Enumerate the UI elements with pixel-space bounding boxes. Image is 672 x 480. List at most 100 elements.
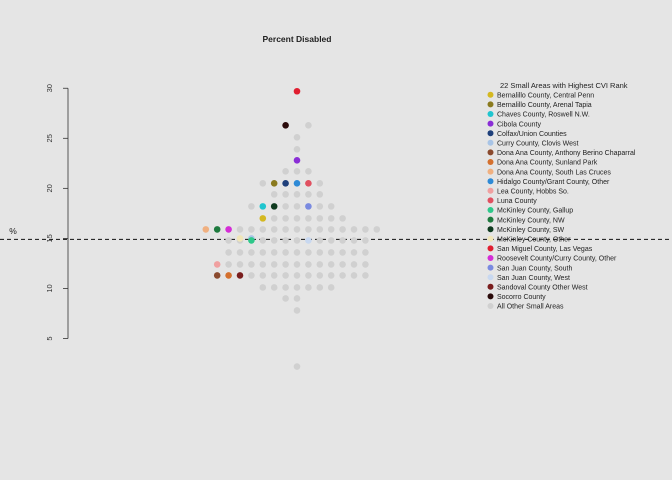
y-axis: 5 10 15 20 25 30 [45, 84, 69, 341]
data-point-other [316, 191, 324, 198]
data-point-other [316, 203, 324, 210]
data-point-other [270, 237, 278, 244]
data-point-other [327, 215, 335, 222]
data-point-highlight [213, 226, 221, 233]
legend-marker [487, 283, 494, 290]
data-point-other [316, 284, 324, 291]
legend-marker [487, 168, 494, 175]
legend-marker [487, 159, 494, 165]
y-axis-label: % [9, 226, 17, 236]
data-point-other [362, 237, 369, 244]
data-point-other [350, 226, 358, 233]
data-point-other [225, 237, 232, 244]
data-point-highlight [259, 203, 267, 210]
data-point-other [282, 261, 289, 268]
data-point-highlight [282, 180, 289, 187]
data-point-other [305, 226, 312, 233]
legend-label: Dona Ana County, South Las Cruces [497, 169, 611, 176]
data-point-other [305, 168, 312, 175]
data-point-other [282, 237, 289, 244]
y-tick-label: 20 [45, 184, 54, 192]
legend-label: Colfax/Union Counties [497, 131, 567, 138]
data-point-other [316, 180, 324, 187]
legend-label: All Other Small Areas [497, 304, 564, 311]
data-point-highlight [236, 235, 244, 242]
data-point-other [327, 226, 335, 233]
data-point-other [293, 133, 301, 141]
legend-label: Dona Ana County, Anthony Berino Chaparra… [497, 150, 636, 157]
data-point-other [248, 203, 255, 210]
data-point-other [293, 203, 301, 210]
data-point-other [293, 272, 301, 279]
data-point-other [339, 237, 346, 244]
data-point-highlight [305, 180, 312, 187]
legend-label: McKinley County, NW [497, 217, 565, 224]
data-point-highlight [305, 203, 312, 210]
data-point-other [305, 284, 312, 291]
data-point-highlight [270, 203, 278, 210]
data-point-other [282, 295, 289, 302]
legend-marker [487, 91, 494, 98]
data-point-other [270, 284, 278, 291]
legend-label: Bernalillo County, Arenal Tapia [497, 102, 592, 109]
legend-label: Socorro County [497, 294, 546, 301]
data-point-other [339, 215, 346, 222]
legend-label: San Miguel County, Las Vegas [497, 246, 593, 253]
data-point-highlight [293, 180, 301, 187]
legend-marker [487, 111, 494, 117]
legend-marker [487, 139, 494, 146]
legend-marker [487, 178, 494, 185]
data-point-other [316, 237, 324, 244]
data-point-other [293, 295, 301, 302]
data-point-other [327, 272, 335, 279]
data-point-highlight [270, 180, 278, 187]
legend-label: Lea County, Hobbs So. [497, 189, 569, 196]
data-point-other [293, 307, 301, 314]
data-point-other [282, 226, 289, 233]
data-point-other [316, 215, 324, 222]
legend-label: Sandoval County Other West [497, 285, 588, 292]
data-point-other [316, 261, 324, 268]
data-point-other [293, 284, 301, 291]
data-point-other [327, 261, 335, 268]
data-point-other [339, 272, 346, 279]
data-point-other [225, 261, 232, 268]
data-point-other [293, 168, 301, 175]
data-point-other [293, 191, 301, 198]
data-point-other [270, 272, 278, 279]
y-tick-label: 30 [45, 84, 54, 92]
data-point-other [316, 272, 324, 279]
data-point-highlight [282, 121, 289, 129]
data-point-other [293, 146, 301, 153]
data-point-other [282, 168, 289, 175]
data-point-other [305, 215, 312, 222]
data-point-highlight [225, 226, 232, 233]
data-point-highlight [248, 237, 255, 244]
data-point-highlight [225, 272, 232, 279]
chart-title: Percent Disabled [263, 34, 332, 44]
data-point-other [282, 191, 289, 198]
data-point-other [339, 226, 346, 233]
data-point-other [327, 203, 335, 210]
data-point-other [305, 249, 312, 256]
legend-label: San Juan County, South [497, 265, 572, 272]
data-point-other [362, 249, 369, 256]
data-point-other [259, 261, 267, 268]
data-point-other [282, 203, 289, 210]
data-point-highlight [202, 226, 210, 233]
legend: 22 Small Areas with Highest CVI Rank Ber… [487, 81, 636, 311]
legend-label: San Juan County, West [497, 275, 570, 282]
data-point-other [339, 249, 346, 256]
data-point-highlight [259, 215, 267, 222]
legend-label: Hidalgo County/Grant County, Other [497, 179, 610, 186]
legend-marker [487, 187, 494, 194]
data-point-other [350, 261, 358, 268]
data-point-other [259, 272, 267, 279]
legend-marker [487, 216, 494, 223]
legend-marker [487, 130, 494, 137]
data-point-other [362, 261, 369, 268]
y-tick-label: 10 [45, 284, 54, 292]
data-point-other [236, 249, 244, 256]
legend-marker [487, 245, 494, 252]
